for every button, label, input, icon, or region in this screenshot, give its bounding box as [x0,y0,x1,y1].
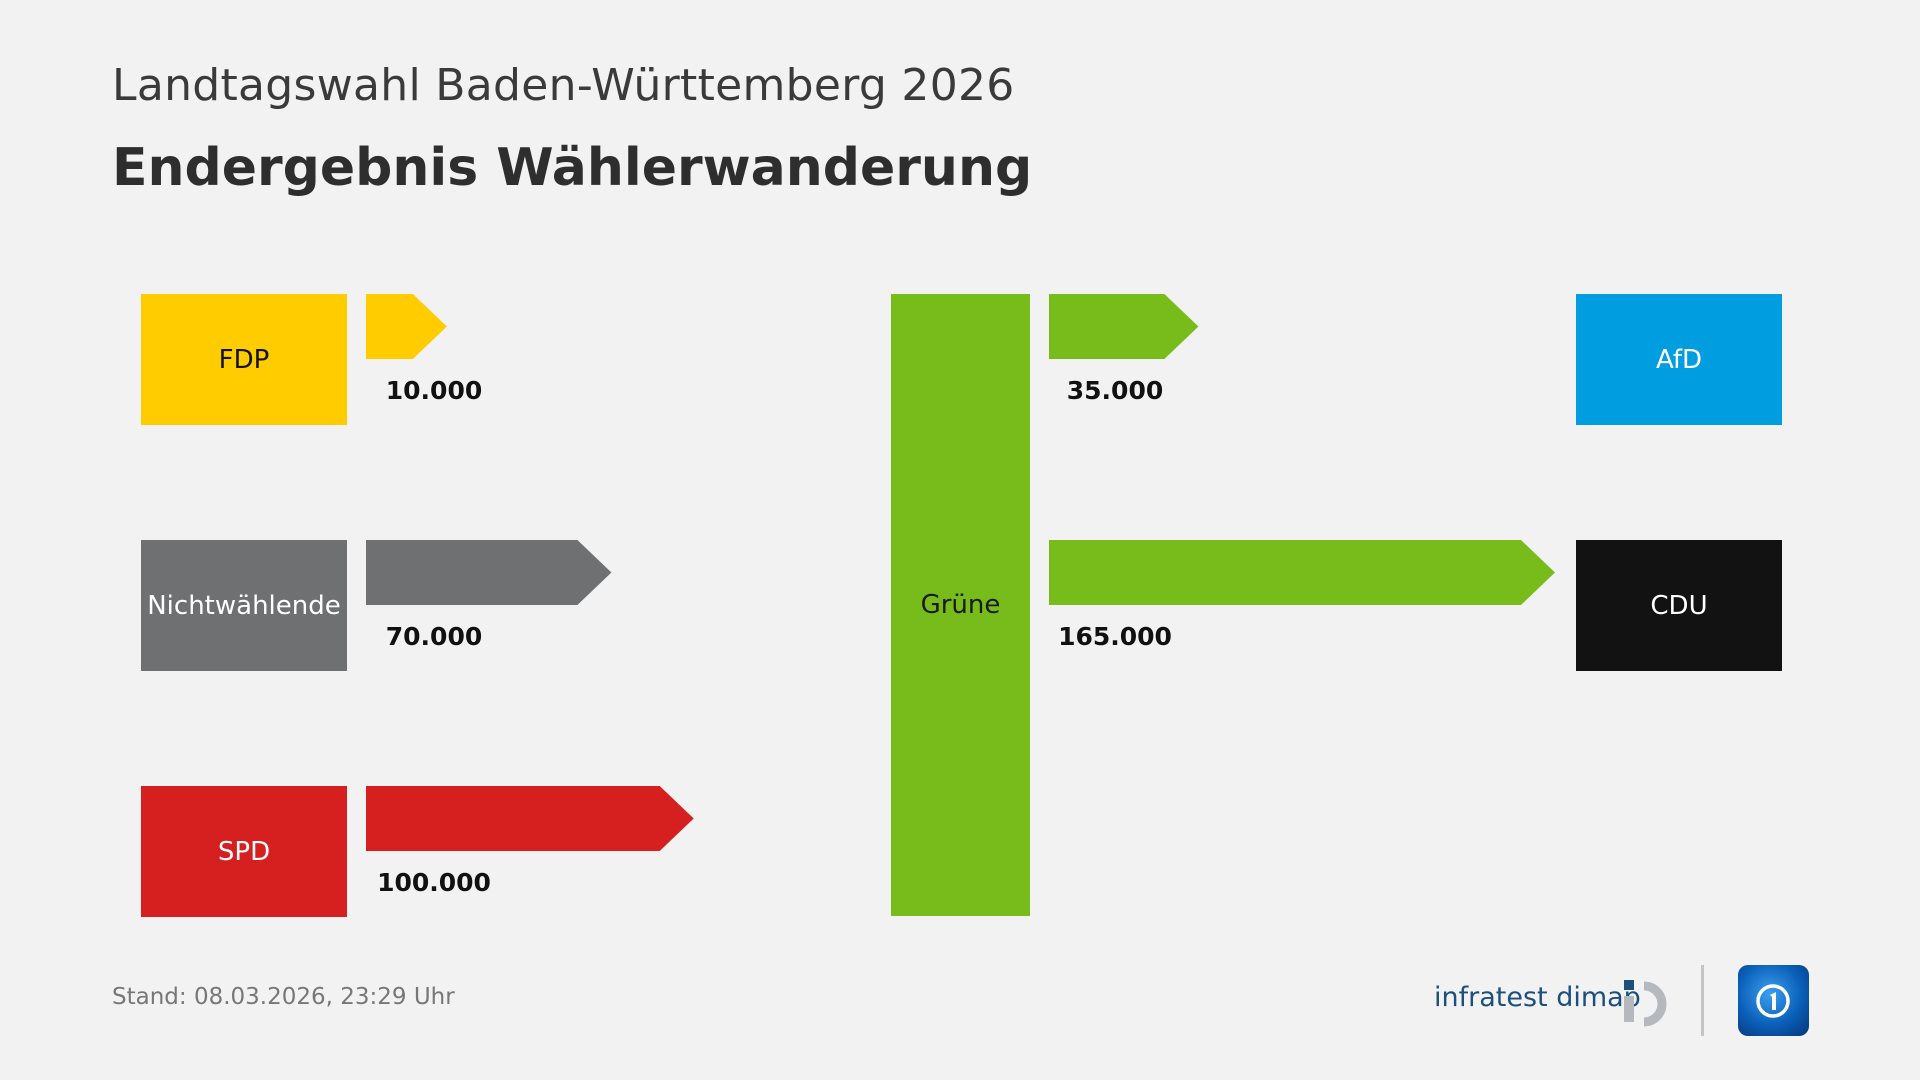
party-box-cdu: CDU [1576,540,1782,671]
flow-arrow-cdu [1049,540,1555,605]
flow-arrow-nichtwählende-shape [366,540,612,605]
flow-value-label: 35.000 [1066,376,1164,405]
tagesschau-icon [1738,965,1809,1036]
party-label: Nichtwählende [147,590,341,621]
party-label: SPD [217,836,271,867]
chart-subtitle: Landtagswahl Baden-Württemberg 2026 [112,60,1015,111]
flow-value-label: 100.000 [377,868,491,897]
party-box-fdp: FDP [141,294,347,425]
timestamp: Stand: 08.03.2026, 23:29 Uhr [112,984,455,1010]
party-label: AfD [1655,344,1703,375]
party-label: Grüne [920,590,1001,620]
flow-arrow-afd [1049,294,1199,359]
party-label: CDU [1650,590,1708,621]
party-box-nichtwählende: Nichtwählende [141,540,347,671]
party-bar-gruene: Grüne [891,294,1030,916]
flow-arrow-fdp [366,294,447,359]
flow-arrow-fdp-shape [366,294,447,359]
infratest-dimap-icon [1624,980,1667,1027]
flow-arrow-afd-shape [1049,294,1199,359]
flow-value-label: 70.000 [385,622,483,651]
flow-arrow-spd [366,786,694,851]
flow-arrow-spd-shape [366,786,694,851]
flow-arrow-cdu-shape [1049,540,1555,605]
infratest-dimap-logo: infratest dimap [1434,982,1641,1013]
flow-value-label: 10.000 [385,376,483,405]
chart-title: Endergebnis Wählerwanderung [112,138,1033,198]
party-label: FDP [218,344,270,375]
party-box-spd: SPD [141,786,347,917]
divider [1701,965,1704,1036]
flow-value-label: 165.000 [1058,622,1172,651]
party-box-afd: AfD [1576,294,1782,425]
flow-arrow-nichtwählende [366,540,612,605]
